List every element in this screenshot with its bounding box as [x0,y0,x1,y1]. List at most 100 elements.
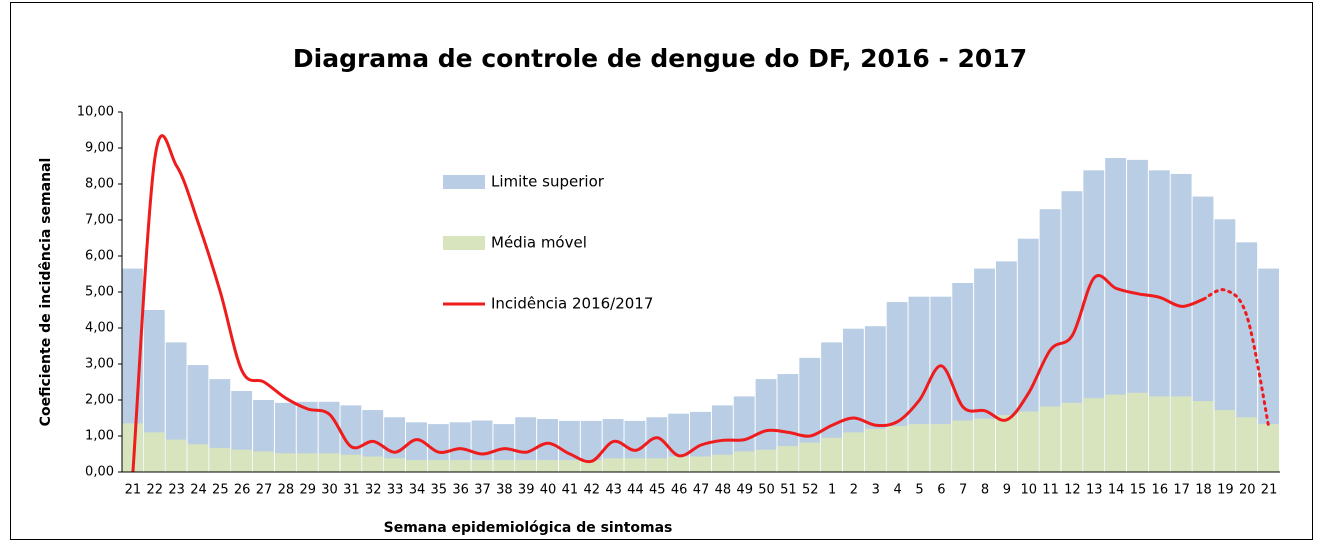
y-tick-label: 10,00 [77,105,114,120]
bar [1148,396,1170,472]
bar [1127,392,1148,472]
y-axis-label: Coeficiente de incidência semanal [38,158,54,427]
x-tick-label: 43 [605,483,622,498]
x-tick-label: 48 [715,483,732,498]
bar [930,424,952,472]
x-tick-label: 51 [780,483,797,498]
bar [318,453,340,472]
bar [690,456,711,472]
x-tick-label: 38 [496,483,513,498]
bar [864,428,886,472]
x-tick-label: 47 [693,483,710,498]
line [131,134,1205,473]
bar [1236,417,1258,472]
bar [187,444,209,472]
x-tick-label: 40 [540,483,557,498]
y-tick-label: 2,00 [85,393,114,408]
x-axis-label: Semana epidemiológica de sintomas [384,520,673,536]
x-tick-label: 8 [981,483,989,498]
legend-label: Média móvel [491,234,587,252]
bar [1105,158,1127,472]
y-tick-label: 7,00 [85,213,114,228]
x-tick-label: 37 [474,483,491,498]
bar [296,453,318,472]
x-tick-label: 4 [894,483,902,498]
legend-swatch [443,175,485,189]
bar [406,460,427,472]
bar [1061,402,1083,472]
x-tick-label: 17 [1173,483,1190,498]
bar [362,456,384,472]
bar [1039,209,1061,472]
x-tick-label: 49 [736,483,753,498]
bar [122,423,143,472]
bar [165,439,187,472]
bar [274,453,296,472]
legend-label: Incidência 2016/2017 [491,295,653,313]
bar [1083,170,1105,472]
x-tick-label: 1 [828,483,836,498]
bar [886,425,908,472]
x-tick-label: 13 [1086,483,1103,498]
bar [755,379,777,472]
bar [537,419,558,472]
legend-label: Limite superior [491,173,605,191]
bar [558,420,580,472]
x-tick-label: 23 [168,483,185,498]
bar [384,458,406,472]
bar [122,268,143,472]
y-tick-label: 5,00 [85,285,114,300]
chart-title: Diagrama de controle de dengue do DF, 20… [293,44,1027,73]
bar [406,422,427,472]
x-tick-label: 18 [1195,483,1212,498]
bar [493,460,515,472]
bar [843,432,864,472]
bar [1105,394,1127,472]
x-tick-label: 52 [802,483,819,498]
x-tick-label: 36 [452,483,469,498]
y-tick-label: 8,00 [85,177,114,192]
x-tick-label: 33 [387,483,404,498]
y-tick-label: 1,00 [85,429,114,444]
x-tick-label: 44 [627,483,644,498]
line [1202,288,1271,431]
bar [1039,406,1061,472]
x-tick-label: 39 [518,483,535,498]
y-tick-label: 6,00 [85,249,114,264]
x-tick-label: 41 [562,483,579,498]
y-tick-label: 0,00 [85,465,114,480]
x-tick-label: 6 [937,483,945,498]
x-tick-label: 5 [915,483,923,498]
bar [799,442,821,472]
x-tick-label: 15 [1130,483,1147,498]
bar [515,460,537,472]
x-tick-label: 35 [431,483,448,498]
x-tick-label: 3 [872,483,880,498]
bar [624,458,646,472]
x-tick-label: 7 [959,483,967,498]
bar [821,437,843,472]
x-tick-label: 16 [1152,483,1169,498]
bar [733,451,755,472]
x-tick-label: 27 [256,483,273,498]
bar [558,460,580,472]
x-tick-label: 22 [147,483,164,498]
bar [952,420,974,472]
x-tick-label: 11 [1042,483,1059,498]
y-tick-label: 4,00 [85,321,114,336]
bar [143,432,165,472]
bar [1214,410,1236,472]
x-tick-label: 29 [299,483,316,498]
bar [143,310,165,472]
bar [515,417,537,472]
x-tick-label: 2 [850,483,858,498]
x-tick-label: 25 [212,483,229,498]
x-tick-label: 9 [1003,483,1011,498]
bar [755,449,777,472]
bar [995,415,1017,472]
bar [340,454,362,472]
bar [974,418,995,472]
bar [580,460,602,472]
y-tick-label: 3,00 [85,357,114,372]
